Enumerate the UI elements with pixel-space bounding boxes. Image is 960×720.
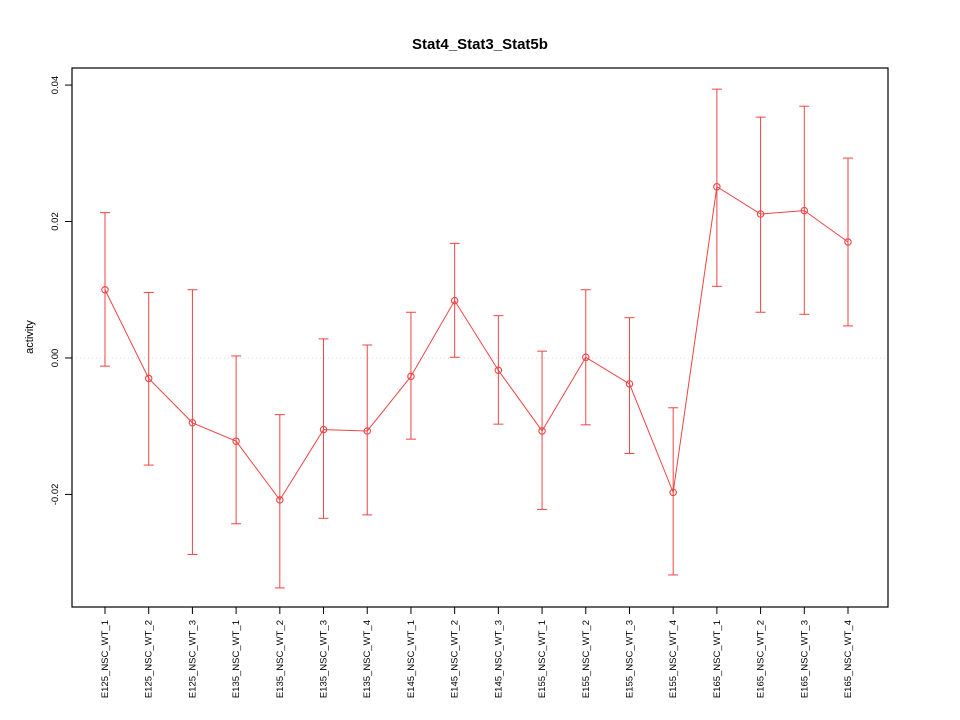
data-point [756,210,765,218]
x-tick-label: E165_NSC_WT_2 [756,620,767,698]
data-point [582,353,590,362]
data-point [188,419,197,427]
data-point [625,380,634,388]
data-point [450,296,459,305]
data-point [276,496,284,504]
y-axis-label: activity [24,320,36,354]
x-tick-label: E125_NSC_WT_2 [144,620,155,698]
x-tick-label: E125_NSC_WT_1 [100,620,111,698]
data-point [363,427,371,435]
data-point [101,285,109,294]
x-tick-label: E165_NSC_WT_4 [843,620,854,698]
x-tick-label: E155_NSC_WT_1 [537,620,548,698]
x-tick-label: E145_NSC_WT_2 [450,620,461,698]
x-tick-label: E135_NSC_WT_3 [319,620,330,698]
data-point [144,374,153,383]
x-tick-label: E155_NSC_WT_4 [668,620,679,698]
y-tick-label: 0.04 [50,76,61,95]
y-tick-label: -0.02 [50,484,61,506]
data-point [232,437,240,445]
x-tick-label: E165_NSC_WT_3 [799,620,810,698]
data-point [669,488,677,497]
plot-border [71,67,889,608]
x-tick-label: E155_NSC_WT_2 [581,620,592,698]
data-point [538,427,546,435]
series-line [104,185,849,501]
y-tick-label: 0.02 [50,212,61,231]
x-tick-label: E145_NSC_WT_3 [493,620,504,698]
x-tick-label: E135_NSC_WT_2 [275,620,286,698]
x-tick-label: E155_NSC_WT_3 [624,620,635,698]
data-point [713,182,721,191]
data-point [844,238,852,246]
y-tick-label: 0.00 [50,349,61,368]
chart-title: Stat4_Stat3_Stat5b [412,36,548,53]
x-tick-label: E135_NSC_WT_1 [231,620,242,698]
x-tick-label: E125_NSC_WT_3 [187,620,198,698]
data-point [407,372,415,381]
data-point [319,425,328,434]
x-tick-label: E165_NSC_WT_1 [712,620,723,698]
x-tick-label: E135_NSC_WT_4 [362,620,373,698]
data-point [494,366,503,374]
x-tick-label: E145_NSC_WT_1 [406,620,417,698]
data-point [800,206,809,215]
